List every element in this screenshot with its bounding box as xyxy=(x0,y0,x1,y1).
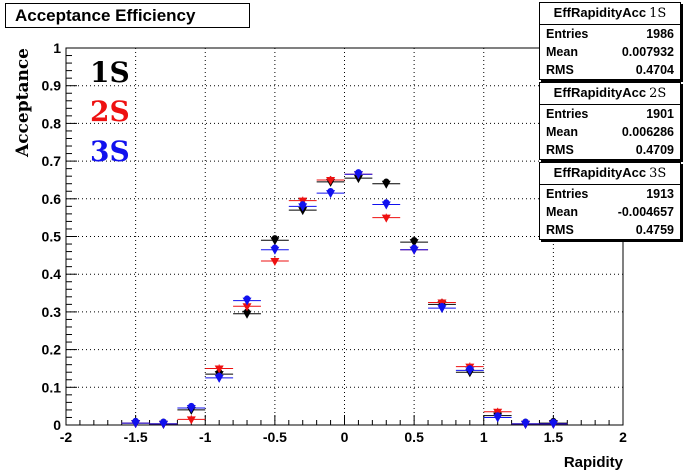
legend-label-2s: 2S xyxy=(90,95,130,128)
x-tick-label: -2 xyxy=(60,429,73,445)
stats-entries-label: Entries xyxy=(546,107,589,121)
data-point-cap xyxy=(438,302,446,310)
data-points xyxy=(121,169,568,429)
data-point-cap xyxy=(383,178,390,185)
stats-rms-label: RMS xyxy=(546,223,574,237)
stats-box-2s: EffRapidityAcc 2S Entries 1901 Mean 0.00628… xyxy=(539,82,681,160)
stats-box-3s: EffRapidityAcc 3S Entries 1913 Mean -0.0046… xyxy=(539,162,681,240)
data-point-cap xyxy=(271,244,279,251)
stats-rms-label: RMS xyxy=(546,63,574,77)
y-tick-label: 0.9 xyxy=(42,78,62,94)
y-tick-label: 0.8 xyxy=(42,115,62,131)
x-tick-label: -0.5 xyxy=(263,429,287,445)
stats-entries-value: 1901 xyxy=(646,107,674,121)
stats-entries-label: Entries xyxy=(546,27,589,41)
data-point-cap xyxy=(188,402,195,410)
stats-entries-value: 1913 xyxy=(646,187,674,201)
chart-title: Acceptance Efficiency xyxy=(15,6,196,25)
x-tick-label: 2 xyxy=(619,429,627,445)
stats-tag: 2S xyxy=(649,86,667,101)
stats-mean-value: 0.007932 xyxy=(621,45,674,59)
data-point-cap xyxy=(271,235,279,242)
stats-tag: 3S xyxy=(649,166,667,181)
x-tick-label: -1.5 xyxy=(124,429,148,445)
stats-mean-label: Mean xyxy=(546,45,578,59)
data-point-cap xyxy=(410,244,418,251)
stats-entries-label: Entries xyxy=(546,187,589,201)
data-point xyxy=(326,176,336,185)
data-point-cap xyxy=(522,418,529,426)
stats-name: EffRapidityAcc xyxy=(553,85,647,100)
stats-rms-value: 0.4709 xyxy=(635,143,674,157)
legend-label-3s: 3S xyxy=(90,135,130,168)
stats-tag: 1S xyxy=(649,6,667,21)
data-point-cap xyxy=(466,365,474,372)
y-axis-label: Acceptance xyxy=(13,48,33,158)
data-point-cap xyxy=(132,417,139,425)
axis-ticks: -2 -1.5 -1 -0.5 0 0.5 1 1.5 2 0 0.1 0.2 0.3 0.4 0.5 0.6… xyxy=(42,40,628,445)
data-point-cap xyxy=(550,418,557,426)
data-point xyxy=(270,258,280,267)
x-tick-label: 1.5 xyxy=(544,429,564,445)
x-tick-label: 0.5 xyxy=(404,429,424,445)
data-point-cap xyxy=(327,187,334,195)
y-tick-label: 0 xyxy=(53,417,61,433)
stats-name: EffRapidityAcc xyxy=(553,165,647,180)
stats-rms-value: 0.4759 xyxy=(635,223,674,237)
chart-title-box: Acceptance Efficiency xyxy=(5,3,250,28)
stats-mean-value: -0.004657 xyxy=(617,205,674,219)
y-tick-label: 0.2 xyxy=(42,342,62,358)
data-point-cap xyxy=(494,412,501,419)
x-tick-label: 0 xyxy=(341,429,349,445)
data-point-cap xyxy=(243,295,251,302)
x-tick-label: 1 xyxy=(480,429,488,445)
y-tick-label: 0.3 xyxy=(42,304,62,320)
data-point xyxy=(242,303,252,312)
data-point xyxy=(214,365,224,374)
data-point-cap xyxy=(215,372,223,380)
stats-mean-value: 0.006286 xyxy=(621,125,674,139)
data-point-cap xyxy=(410,236,418,244)
series-2s xyxy=(121,170,568,429)
data-point-cap xyxy=(383,199,390,206)
data-point-cap xyxy=(355,169,362,176)
y-tick-label: 0.1 xyxy=(42,379,62,395)
series-3s xyxy=(121,169,568,429)
data-point-cap xyxy=(243,308,251,315)
data-point xyxy=(381,214,391,223)
y-tick-label: 0.4 xyxy=(42,266,62,282)
stats-name: EffRapidityAcc xyxy=(553,5,647,20)
y-tick-label: 0.7 xyxy=(42,153,62,169)
stats-mean-label: Mean xyxy=(546,205,578,219)
x-tick-label: -1 xyxy=(199,429,212,445)
x-axis-label: Rapidity xyxy=(564,454,624,471)
stats-rms-value: 0.4704 xyxy=(635,63,674,77)
data-point-cap xyxy=(160,418,167,426)
y-tick-label: 0.6 xyxy=(42,191,62,207)
data-point-cap xyxy=(299,201,306,208)
data-point xyxy=(186,416,196,425)
stats-rms-label: RMS xyxy=(546,143,574,157)
legend-label-1s: 1S xyxy=(90,56,130,89)
y-tick-label: 0.5 xyxy=(42,229,62,245)
stats-mean-label: Mean xyxy=(546,125,578,139)
stats-entries-value: 1986 xyxy=(646,27,674,41)
y-tick-label: 1 xyxy=(53,40,61,56)
stats-box-1s: EffRapidityAcc 1S Entries 1986 Mean 0.00793… xyxy=(539,2,681,80)
